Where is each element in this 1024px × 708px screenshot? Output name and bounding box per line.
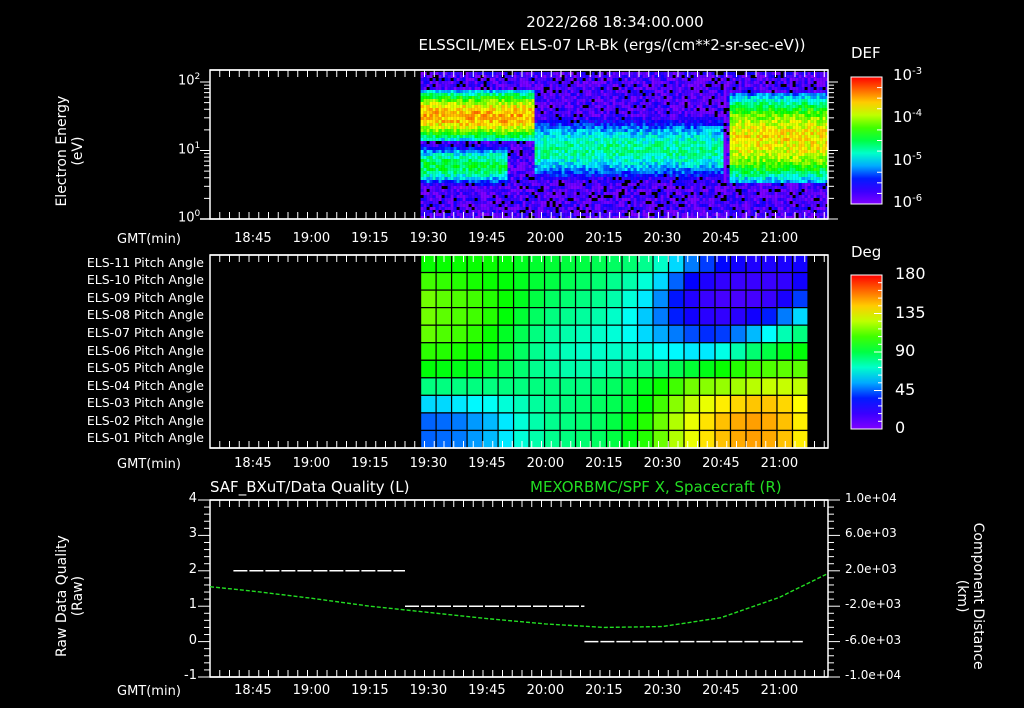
time-tick-label: 20:45	[702, 683, 740, 698]
time-tick-label: 20:15	[585, 456, 623, 471]
time-tick-label: 20:45	[702, 456, 740, 471]
colorbar-tick-label: 10-4	[893, 108, 923, 127]
colorbar-tick-label: 10-6	[893, 193, 923, 211]
right-y-tick-label: -1.0e+04	[845, 668, 902, 682]
time-tick-label: 20:30	[643, 683, 682, 698]
pitch-angle-grid	[420, 254, 809, 449]
time-tick-label: 19:45	[468, 683, 506, 698]
panel2-time-axis-label: GMT(min)	[117, 457, 181, 472]
right-y-tick-label: -2.0e+03	[845, 597, 902, 612]
panel1-colorbar-title: DEF	[851, 44, 881, 62]
colorbar-tick-label: 10-3	[893, 66, 923, 84]
time-tick-label: 20:30	[643, 456, 682, 471]
time-tick-label: 19:00	[292, 456, 331, 471]
time-tick-label: 21:00	[760, 231, 799, 246]
time-tick-label: 19:30	[409, 683, 448, 698]
colorbar-tick-label: 10-5	[893, 150, 923, 169]
pitch-angle-row-label: ELS-01 Pitch Angle	[86, 430, 204, 446]
time-tick-label: 19:30	[409, 456, 448, 471]
pitch-angle-row-label: ELS-04 Pitch Angle	[86, 377, 204, 393]
left-y-tick-label: 0	[188, 632, 197, 648]
panel1-ylabel-line1: Electron Energy	[53, 95, 70, 207]
pitch-angle-row-label: ELS-07 Pitch Angle	[86, 324, 204, 340]
time-tick-label: 20:15	[585, 683, 623, 698]
pitch-angle-row-label: ELS-08 Pitch Angle	[86, 307, 204, 323]
right-y-tick-label: 2.0e+03	[845, 561, 897, 576]
panel2-colorbar-title: Deg	[851, 243, 882, 261]
spf-x-curve	[209, 573, 827, 629]
time-tick-label: 18:45	[234, 231, 272, 246]
time-tick-label: 19:45	[468, 231, 506, 246]
time-tick-label: 18:45	[234, 683, 272, 698]
time-tick-label: 18:45	[234, 456, 272, 471]
time-tick-label: 20:00	[526, 231, 565, 246]
right-y-tick-label: 6.0e+03	[845, 526, 897, 541]
left-y-tick-label: 2	[188, 561, 197, 577]
time-tick-label: 19:45	[468, 456, 506, 471]
left-y-tick-label: 1	[188, 597, 197, 613]
panel3-right-ylabel-line2: (km)	[954, 579, 970, 613]
time-tick-label: 21:00	[760, 456, 799, 471]
pitch-angle-row-label: ELS-05 Pitch Angle	[86, 360, 204, 376]
colorbar-tick-label: 0	[895, 418, 906, 437]
panel3-left-ylabel: Raw Data Quality (Raw)	[54, 521, 86, 671]
panel3-right-ylabel-line1: Component Distance	[970, 522, 987, 670]
left-y-tick-label: -1	[184, 668, 197, 683]
panel3-right-title: MEXORBMC/SPF X, Spacecraft (R)	[530, 478, 782, 496]
figure-title: ELSSCIL/MEx ELS-07 LR-Bk (ergs/(cm**2-sr…	[418, 36, 806, 54]
colorbar-tick-label: 90	[895, 341, 916, 360]
time-tick-label: 19:15	[351, 456, 389, 471]
panel3-time-axis-label: GMT(min)	[117, 684, 181, 699]
colorbar-tick-label: 180	[895, 264, 926, 283]
panel1-time-axis-label: GMT(min)	[117, 232, 181, 247]
pitch-angle-row-label: ELS-03 Pitch Angle	[86, 395, 204, 411]
panel1-ylabel-line2: (eV)	[70, 136, 86, 166]
energy-tick-label: 102	[178, 72, 201, 89]
time-tick-label: 19:15	[351, 683, 389, 698]
panel3-left-title: SAF_BXuT/Data Quality (L)	[210, 478, 410, 496]
time-tick-label: 19:00	[292, 231, 331, 246]
pitch-angle-row-label: ELS-06 Pitch Angle	[86, 342, 204, 358]
pitch-angle-row-label: ELS-02 Pitch Angle	[86, 412, 204, 428]
colorbar-tick-label: 45	[895, 379, 916, 399]
left-y-tick-label: 3	[188, 526, 197, 542]
right-y-tick-label: 1.0e+04	[845, 491, 897, 505]
panel3-left-ylabel-line1: Raw Data Quality	[53, 535, 70, 657]
panel1-ylabel: Electron Energy (eV)	[54, 71, 86, 231]
panel3-right-ylabel: Component Distance (km)	[954, 516, 986, 676]
time-tick-label: 20:30	[643, 231, 682, 246]
figure-datetime: 2022/268 18:34:00.000	[526, 13, 704, 31]
spectrogram-cells	[420, 72, 829, 219]
time-tick-label: 21:00	[760, 683, 799, 698]
pitch-angle-row-label: ELS-09 Pitch Angle	[86, 289, 204, 305]
pitch-angle-row-label: ELS-11 Pitch Angle	[86, 254, 204, 270]
pitch-angle-row-label: ELS-10 Pitch Angle	[86, 272, 204, 288]
energy-tick-label: 101	[178, 140, 201, 157]
time-tick-label: 20:45	[702, 231, 740, 246]
time-tick-label: 19:15	[351, 231, 389, 246]
right-y-tick-label: -6.0e+03	[845, 632, 902, 647]
time-tick-label: 19:00	[292, 683, 331, 698]
time-tick-label: 20:15	[585, 231, 623, 246]
energy-tick-label: 100	[178, 209, 201, 226]
time-tick-label: 20:00	[526, 683, 565, 698]
time-tick-label: 19:30	[409, 231, 448, 246]
colorbar-tick-label: 135	[895, 302, 926, 322]
left-y-tick-label: 4	[188, 491, 197, 506]
time-tick-label: 20:00	[526, 456, 565, 471]
panel3-left-ylabel-line2: (Raw)	[70, 575, 86, 617]
